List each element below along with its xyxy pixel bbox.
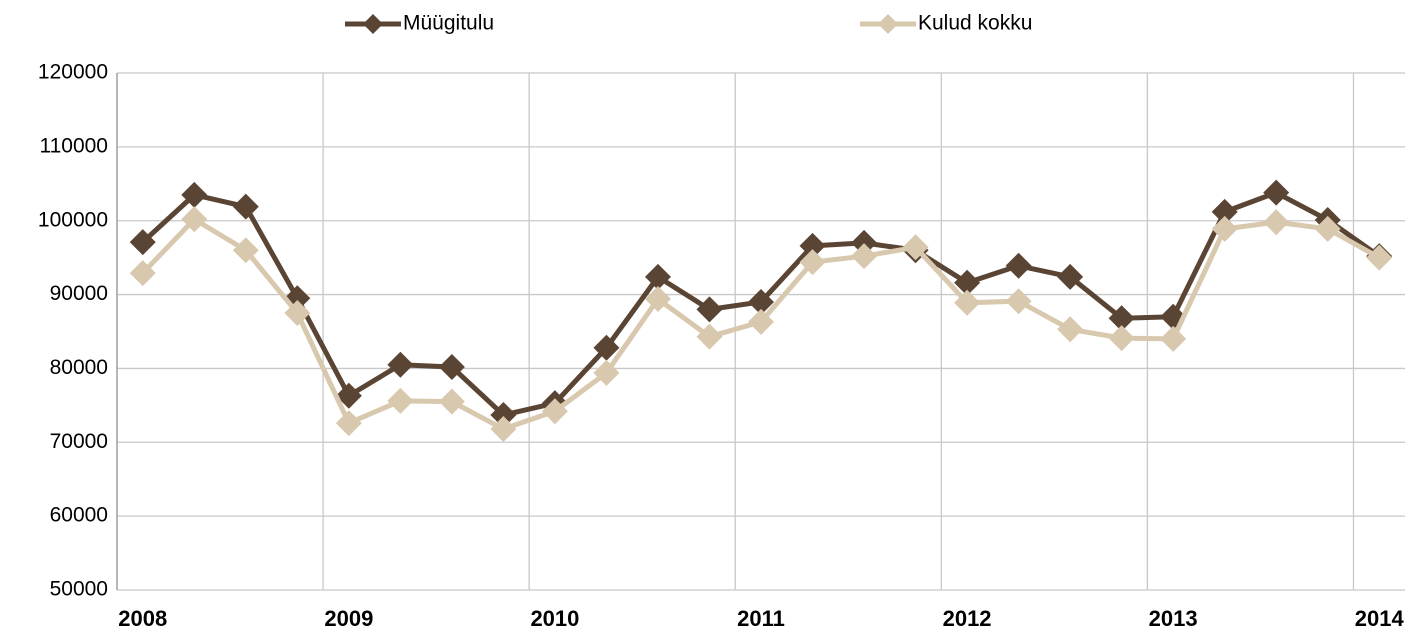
- data-marker: [799, 249, 826, 276]
- data-marker: [1108, 305, 1135, 332]
- x-tick-label: 2011: [737, 606, 785, 631]
- data-marker: [696, 296, 723, 323]
- x-tick-label: 2009: [324, 606, 373, 631]
- data-marker: [335, 382, 362, 409]
- data-marker: [129, 229, 156, 256]
- legend-label: Kulud kokku: [918, 12, 1032, 35]
- data-marker: [954, 269, 981, 296]
- data-marker: [696, 323, 723, 350]
- data-marker: [851, 229, 878, 256]
- data-marker: [181, 206, 208, 233]
- data-marker: [1263, 179, 1290, 206]
- data-marker: [541, 398, 568, 425]
- y-tick-label: 60000: [50, 504, 108, 527]
- data-marker: [181, 181, 208, 208]
- y-tick-label: 70000: [50, 430, 108, 453]
- data-marker: [851, 243, 878, 270]
- data-marker: [1366, 244, 1393, 271]
- x-tick-label: 2013: [1149, 606, 1198, 631]
- data-marker: [1211, 198, 1238, 225]
- data-marker: [1005, 288, 1032, 315]
- data-marker: [799, 232, 826, 259]
- y-tick-label: 90000: [50, 282, 108, 305]
- data-marker: [593, 359, 620, 386]
- data-marker: [1005, 252, 1032, 279]
- y-tick-label: 120000: [38, 61, 108, 84]
- legend-marker: [878, 14, 898, 34]
- y-tick-label: 100000: [38, 208, 108, 231]
- data-marker: [1211, 215, 1238, 242]
- data-marker: [1108, 325, 1135, 352]
- y-tick-label: 80000: [50, 356, 108, 379]
- data-marker: [1057, 316, 1084, 343]
- data-marker: [232, 237, 259, 264]
- data-marker: [644, 286, 671, 313]
- data-marker: [1314, 215, 1341, 242]
- data-marker: [490, 415, 517, 442]
- data-marker: [954, 289, 981, 316]
- data-marker: [438, 388, 465, 415]
- y-tick-label: 110000: [39, 134, 108, 157]
- data-marker: [490, 401, 517, 428]
- data-marker: [232, 193, 259, 220]
- data-marker: [1160, 325, 1187, 352]
- data-marker: [593, 334, 620, 361]
- data-marker: [335, 410, 362, 437]
- x-tick-label: 2010: [530, 606, 579, 631]
- data-marker: [387, 387, 414, 414]
- data-marker: [387, 351, 414, 378]
- y-tick-label: 50000: [50, 578, 108, 601]
- x-tick-label: 2008: [118, 606, 167, 631]
- data-marker: [644, 263, 671, 290]
- data-marker: [748, 288, 774, 315]
- data-marker: [129, 260, 156, 287]
- x-tick-label: 2014: [1355, 606, 1405, 631]
- data-marker: [1057, 263, 1084, 290]
- data-marker: [1263, 209, 1290, 236]
- data-marker: [438, 353, 465, 380]
- x-tick-label: 2012: [943, 606, 992, 631]
- data-marker: [284, 300, 311, 327]
- data-marker: [748, 308, 774, 335]
- legend-marker: [363, 14, 383, 34]
- data-marker: [902, 234, 929, 261]
- legend-label: Müügitulu: [403, 12, 494, 35]
